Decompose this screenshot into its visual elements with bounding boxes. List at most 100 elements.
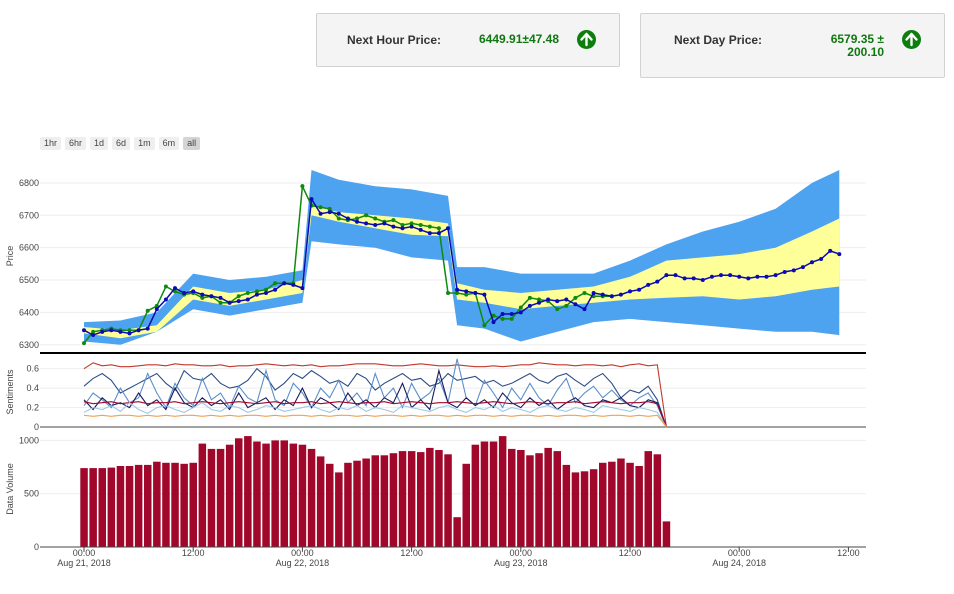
predicted-price-point [582, 307, 587, 312]
volume-bar [207, 448, 216, 547]
volume-bar [280, 440, 288, 547]
volume-bar [462, 463, 470, 547]
predicted-price-point [810, 260, 814, 265]
predicted-price-point [682, 276, 687, 281]
price-tick-label: 6800 [19, 178, 39, 188]
x-date-label: Aug 21, 2018 [57, 558, 111, 568]
predicted-price-point [418, 227, 423, 232]
volume-bar [180, 463, 188, 547]
actual-price-point [182, 292, 187, 297]
next-hour-card: Next Hour Price: 6449.91±47.48 [316, 13, 620, 67]
actual-price-point [336, 216, 341, 221]
predicted-price-point [482, 292, 487, 297]
volume-bar [489, 441, 498, 547]
volume-bar [335, 472, 343, 547]
price-tick-label: 6500 [19, 275, 39, 285]
volume-tick-label: 500 [24, 489, 39, 499]
actual-price-point [154, 303, 159, 308]
actual-price-point [382, 219, 387, 224]
range-button-6hr[interactable]: 6hr [65, 137, 87, 150]
predicted-price-point [191, 289, 196, 294]
volume-bar [225, 444, 234, 547]
predicted-price-point [464, 289, 469, 294]
volume-bar [380, 455, 389, 547]
x-tick-label: 12:00 [400, 548, 423, 558]
volume-bar [253, 441, 261, 547]
actual-price-point [109, 326, 114, 331]
range-button-all[interactable]: all [183, 137, 201, 150]
actual-price-point [600, 294, 605, 299]
predicted-price-point [591, 290, 596, 295]
actual-price-point [191, 290, 196, 295]
actual-price-point [582, 290, 587, 295]
predicted-price-point [400, 226, 405, 231]
volume-bar [235, 438, 243, 547]
volume-tick-label: 1000 [19, 435, 39, 445]
predicted-price-point [345, 216, 350, 221]
actual-price-point [282, 281, 287, 286]
x-tick-label: 00:00 [510, 548, 533, 558]
volume-bar [517, 450, 525, 547]
predicted-price-point [182, 290, 187, 295]
x-date-label: Aug 22, 2018 [276, 558, 330, 568]
volume-bar [80, 468, 88, 547]
volume-bar [153, 461, 161, 547]
predicted-price-point [136, 328, 141, 333]
predicted-price-point [82, 328, 86, 333]
actual-price-point [218, 300, 223, 305]
volume-bar [316, 456, 325, 547]
predicted-price-point [527, 303, 532, 308]
actual-price-point [400, 223, 405, 228]
predicted-price-point [455, 287, 460, 292]
predicted-price-point [537, 300, 541, 305]
predicted-price-point [646, 282, 651, 287]
actual-price-point [555, 307, 560, 312]
volume-bar [544, 447, 552, 547]
volume-bar [271, 440, 279, 547]
volume-bar [599, 462, 607, 547]
range-button-6m[interactable]: 6m [158, 137, 180, 150]
volume-bar [471, 444, 480, 547]
volume-bar [580, 471, 589, 547]
predicted-price-line [83, 196, 840, 336]
actual-price-point [273, 281, 278, 286]
next-day-card: Next Day Price: 6579.35 ± 200.10 [640, 13, 945, 78]
range-button-1hr[interactable]: 1hr [40, 137, 62, 150]
predicted-price-point [91, 333, 96, 338]
actual-price-point [527, 295, 532, 300]
actual-price-point [327, 206, 332, 211]
predicted-price-point [327, 210, 332, 215]
predicted-price-point [782, 269, 787, 274]
predicted-price-point [800, 265, 805, 270]
range-button-1d[interactable]: 1d [90, 137, 109, 150]
predicted-price-point [500, 312, 505, 317]
range-button-1m[interactable]: 1m [134, 137, 155, 150]
volume-bar [417, 452, 425, 547]
volume-bar [444, 454, 452, 547]
predicted-price-point [382, 221, 387, 226]
actual-price-point [373, 216, 378, 221]
x-tick-label: 00:00 [291, 548, 314, 558]
predicted-price-point [409, 224, 414, 229]
volume-bar [171, 462, 179, 547]
range-button-6d[interactable]: 6d [112, 137, 131, 150]
volume-bar [435, 450, 443, 547]
volume-bar [653, 454, 662, 547]
actual-price-point [473, 290, 478, 295]
x-tick-label: 00:00 [728, 548, 751, 558]
actual-price-point [163, 284, 168, 289]
predicted-price-point [791, 268, 796, 273]
confidence-band-inner [84, 205, 840, 339]
volume-bar [307, 448, 316, 547]
predicted-price-point [618, 292, 623, 297]
predicted-price-point [309, 197, 314, 202]
predicted-price-point [254, 292, 259, 297]
actual-price-point [355, 216, 359, 221]
actual-price-point [573, 295, 578, 300]
actual-price-point [291, 281, 296, 286]
volume-bar [426, 447, 434, 547]
predicted-price-point [163, 297, 168, 302]
predicted-price-point [719, 273, 723, 278]
actual-price-point [118, 328, 123, 333]
